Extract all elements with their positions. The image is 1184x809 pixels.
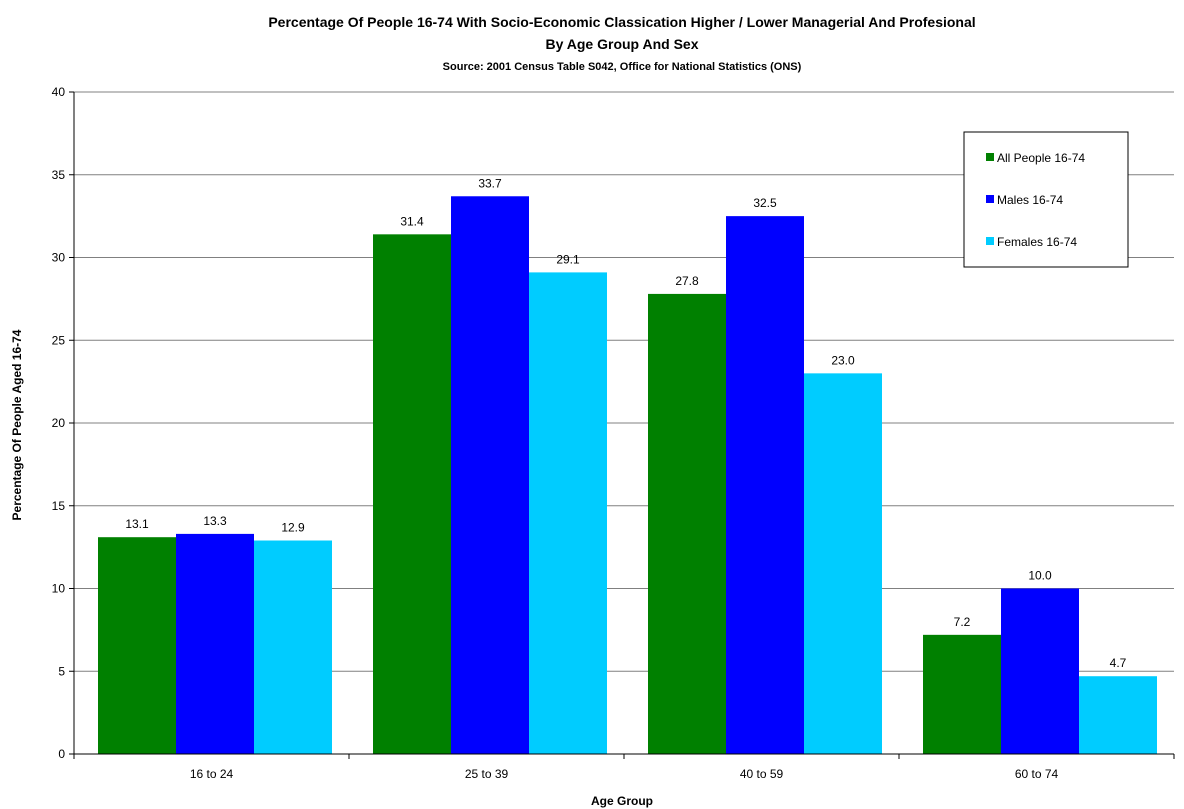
bar [176, 533, 254, 754]
data-label: 32.5 [753, 196, 777, 210]
y-tick-label: 35 [52, 168, 66, 182]
data-label: 12.9 [281, 521, 305, 535]
data-label: 13.3 [203, 514, 227, 528]
chart-title-line2: By Age Group And Sex [546, 36, 699, 52]
data-label: 7.2 [954, 615, 971, 629]
y-tick-label: 5 [58, 664, 65, 678]
y-tick-label: 40 [52, 85, 66, 99]
x-tick-label: 40 to 59 [740, 767, 784, 781]
data-label: 31.4 [400, 214, 424, 228]
bar [529, 272, 607, 754]
data-label: 27.8 [675, 274, 699, 288]
bar [804, 373, 882, 754]
chart-title: Percentage Of People 16-74 With Socio-Ec… [268, 14, 975, 30]
data-label: 10.0 [1028, 569, 1052, 583]
x-tick-label: 16 to 24 [190, 767, 234, 781]
y-tick-label: 15 [52, 499, 66, 513]
bar [98, 537, 176, 754]
legend-swatch [986, 153, 994, 161]
data-labels: 13.1 31.4 27.8 7.2 13.3 33.7 32.5 10.0 12.9 29.1 2… [125, 176, 1126, 670]
y-tick-label: 30 [52, 251, 66, 265]
legend-swatch [986, 237, 994, 245]
bar [648, 293, 726, 754]
y-tick-label: 10 [52, 582, 66, 596]
legend-label: Females 16-74 [997, 235, 1077, 249]
data-label: 13.1 [125, 517, 149, 531]
bar [1079, 676, 1157, 754]
x-tick-label: 60 to 74 [1015, 767, 1059, 781]
bar [923, 634, 1001, 754]
bar [254, 540, 332, 754]
y-tick-label: 0 [58, 747, 65, 761]
bar [373, 234, 451, 754]
legend-label: Males 16-74 [997, 193, 1063, 207]
bars [98, 196, 1157, 754]
legend-label: All People 16-74 [997, 151, 1085, 165]
chart-subtitle: Source: 2001 Census Table S042, Office f… [443, 61, 802, 73]
y-tick-label: 20 [52, 416, 66, 430]
bar [726, 216, 804, 754]
data-label: 23.0 [831, 353, 855, 367]
data-label: 33.7 [478, 176, 502, 190]
legend-swatch [986, 195, 994, 203]
data-label: 4.7 [1110, 656, 1127, 670]
x-axis-title: Age Group [591, 794, 653, 808]
x-tick-label: 25 to 39 [465, 767, 509, 781]
y-axis-title: Percentage Of People Aged 16-74 [10, 329, 24, 520]
axes: 0 5 10 15 20 25 30 35 40 16 to 24 25 to 39 40 to 59… [52, 85, 1175, 781]
bar [1001, 588, 1079, 754]
y-tick-label: 25 [52, 333, 66, 347]
bar [451, 196, 529, 754]
legend: All People 16-74 Males 16-74 Females 16-74 [963, 131, 1129, 268]
data-label: 29.1 [556, 252, 580, 266]
